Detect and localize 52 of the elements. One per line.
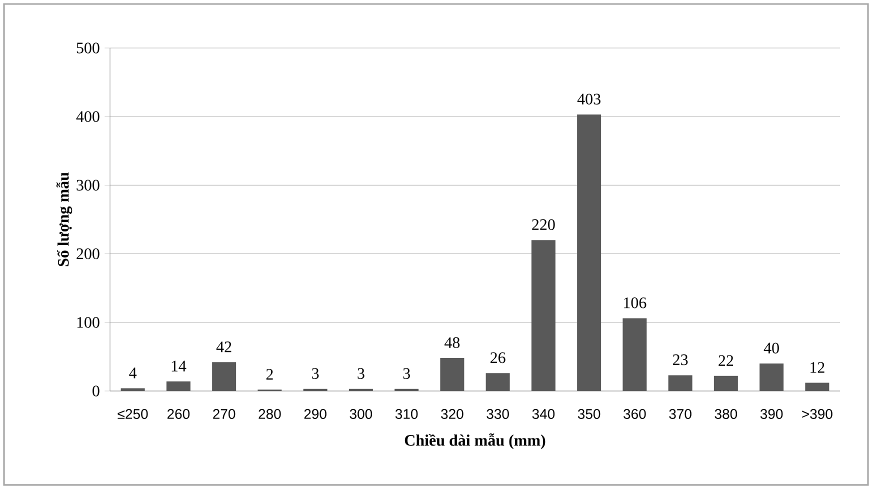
x-tick-label: 370 [669,409,692,419]
x-tick-label: 380 [714,409,738,419]
x-tick-label: 320 [441,409,464,419]
bar [212,362,236,391]
x-tick-label: 300 [350,409,372,419]
y-tick-label: 300 [76,180,100,191]
x-tick-label: 280 [258,409,281,419]
data-label: 2 [266,368,273,380]
bar [668,375,692,391]
x-tick-label: 350 [578,409,600,419]
bar [622,318,647,391]
x-tick-label: 390 [760,409,783,419]
data-label: 42 [216,342,232,352]
x-tick-label: 260 [167,409,190,419]
data-label: 40 [764,342,779,354]
data-label: 106 [624,297,646,308]
bar [120,388,145,391]
data-label: 3 [312,368,319,379]
x-tick-label: ≤250 [118,409,148,419]
bar [486,373,510,391]
x-tick-label: 360 [624,409,646,419]
y-tick-label: 500 [76,42,100,54]
bar [166,381,190,391]
data-label: 26 [490,352,506,364]
y-tick-label: 100 [77,316,100,328]
data-label: 3 [358,368,364,379]
data-label: 48 [444,337,460,348]
data-label: 12 [810,362,824,373]
bar [714,376,738,391]
bar [577,114,602,391]
y-tick-label: 400 [76,111,100,122]
x-tick-label: 330 [486,409,509,419]
y-tick-label: 0 [92,386,100,396]
data-label: 22 [718,355,734,366]
data-label: 4 [129,368,137,378]
x-tick-label: 290 [304,409,326,419]
data-label: 220 [532,219,555,230]
y-tick-label: 200 [76,248,100,260]
bar [805,382,830,391]
bar [760,364,784,391]
data-label: 23 [673,354,688,366]
data-label: 403 [577,94,600,104]
x-tick-label: 340 [532,409,555,419]
x-tick-label: 310 [395,409,418,419]
x-tick-label: >390 [802,409,832,419]
data-label: 3 [403,368,410,379]
bar [531,240,556,391]
data-label: 14 [172,360,186,372]
x-tick-label: 270 [213,409,236,419]
y-axis-title: Số lượng mẫu [56,172,72,266]
bar [440,358,464,391]
x-axis-title: Chiều dài mẫu (mm) [404,433,546,450]
